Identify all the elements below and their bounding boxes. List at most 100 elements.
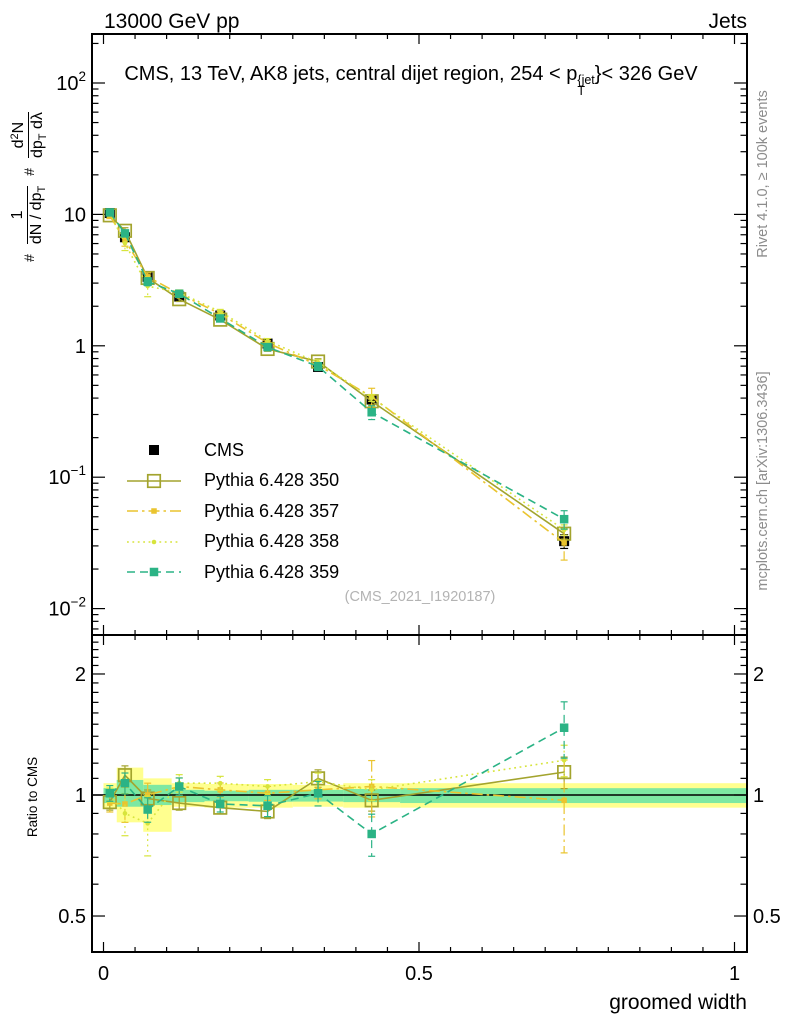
rivet-version-note: Rivet 4.1.0, ≥ 100k events [755, 90, 771, 258]
series-marker [561, 797, 567, 804]
series-marker [559, 723, 569, 732]
series-main-pythia-6-428-359 [105, 208, 569, 530]
ylabel-fraction-1: 1 dN / dpT [9, 185, 49, 245]
series-marker [215, 314, 225, 323]
series-marker [367, 408, 376, 417]
plot-title-sup: {jet [577, 73, 595, 88]
series-marker [313, 789, 323, 798]
ylabel-frac1-den: dN / dpT [28, 185, 49, 245]
ratio-y-tick-label-right: 2 [753, 664, 764, 686]
series-marker [559, 514, 569, 524]
legend-item-cms: CMS [126, 435, 339, 466]
series-marker [265, 338, 270, 344]
series-marker [105, 789, 115, 798]
main-y-tick-label: 1 [75, 336, 86, 358]
ratio-y-tick-label-left: 1 [75, 785, 86, 807]
ratio-y-tick-label-left: 2 [75, 664, 86, 686]
series-marker [143, 805, 152, 814]
ylabel-frac2-den: dpT dλ [28, 112, 49, 158]
ratio-y-tick-label-right: 1 [753, 785, 764, 807]
series-marker [120, 778, 130, 788]
legend-marker [146, 473, 162, 488]
ratio-y-axis-label: Ratio to CMS [25, 756, 40, 838]
x-tick-label: 1 [729, 963, 740, 985]
series-marker [174, 782, 184, 791]
series-marker [367, 829, 376, 839]
ratio-uncertainty-bands [103, 767, 747, 832]
legend-sample [127, 539, 181, 545]
series-marker [120, 229, 130, 238]
ratio-y-tick-label-right: 0.5 [753, 906, 781, 928]
ylabel-hash-1: # [21, 254, 37, 262]
main-y-tick-label: 10−2 [48, 595, 86, 621]
series-marker [313, 362, 323, 371]
ylabel-hash-2: # [21, 167, 37, 176]
legend-label: Pythia 6.428 358 [204, 531, 340, 552]
series-marker [561, 540, 567, 546]
legend-marker [151, 539, 157, 545]
series-marker [215, 799, 225, 809]
plot-title: CMS, 13 TeV, AK8 jets, central dijet reg… [124, 63, 697, 97]
series-marker [122, 801, 128, 807]
series-marker [143, 277, 152, 286]
series-ratio-pythia-6-428-359 [105, 701, 569, 857]
series-marker [105, 208, 115, 217]
ylabel-fraction-2: d2N dpT dλ [8, 112, 50, 158]
series-marker [263, 342, 272, 352]
legend-item-pythia-6-428-350: Pythia 6.428 350 [126, 466, 339, 497]
green-band-segment [204, 790, 249, 802]
series-marker [265, 784, 270, 789]
series-marker [144, 792, 151, 798]
ratio-panel-frame [91, 634, 748, 953]
series-marker [369, 395, 374, 401]
legend-item-pythia-6-428-358: Pythia 6.428 358 [126, 527, 339, 558]
ylabel-frac2-num: d2N [8, 112, 29, 158]
plot-title-suffix: }< 326 GeV [594, 63, 698, 85]
main-y-tick-label: 10 [64, 204, 86, 226]
series-marker [263, 801, 272, 811]
main-y-axis-label: # 1 dN / dpT # d2N dpT dλ [0, 46, 58, 328]
series-line [109, 727, 565, 835]
plot-title-prefix: CMS, 13 TeV, AK8 jets, central dijet reg… [124, 63, 578, 85]
axis-ticks [92, 34, 747, 952]
series-marker [217, 780, 223, 786]
legend-sample [127, 473, 181, 488]
analysis-id-watermark: (CMS_2021_I1920187) [344, 589, 496, 605]
legend-label: CMS [204, 439, 244, 460]
legend-marker [149, 445, 159, 456]
plot-title-supsub: {jet T [577, 73, 595, 98]
series-marker [107, 800, 113, 806]
main-y-tick-label: 102 [56, 69, 86, 95]
header-beam-energy: 13000 GeV pp [104, 10, 240, 33]
series-marker [122, 237, 128, 243]
legend: CMS Pythia 6.428 350 Pythia 6.428 357 Pythi… [126, 435, 339, 588]
legend-label: Pythia 6.428 350 [204, 470, 340, 491]
plot-title-sub: T [577, 84, 586, 98]
series-marker [217, 309, 223, 314]
series-marker [561, 757, 567, 763]
series-line [109, 212, 565, 531]
legend-item-pythia-6-428-359: Pythia 6.428 359 [126, 557, 339, 588]
legend-item-pythia-6-428-357: Pythia 6.428 357 [126, 496, 339, 527]
series-marker [172, 795, 187, 811]
legend-sample [127, 508, 181, 514]
ylabel-frac1-num: 1 [9, 185, 29, 245]
legend-sample [149, 445, 159, 456]
series-marker [369, 787, 374, 793]
legend-marker [149, 568, 159, 577]
axis-tick-labels: 102 10 1 10−1 10−2 2 2 1 1 0.5 0.5 0 0.5 1 [48, 69, 780, 985]
series-marker [174, 289, 184, 299]
series-marker [122, 811, 128, 816]
x-tick-label: 0 [98, 963, 109, 985]
legend-marker [151, 508, 157, 514]
legend-sample [127, 568, 181, 577]
legend-label: Pythia 6.428 359 [204, 561, 340, 582]
x-tick-label: 0.5 [405, 963, 433, 985]
x-axis-label: groomed width [609, 991, 747, 1014]
series-marker [122, 240, 128, 246]
ratio-y-tick-label-left: 0.5 [58, 906, 86, 928]
header-analysis-group: Jets [708, 10, 747, 33]
legend-label: Pythia 6.428 357 [204, 500, 340, 521]
mcplots-attribution-note: mcplots.cern.ch [arXiv:1306.3436] [755, 371, 771, 591]
